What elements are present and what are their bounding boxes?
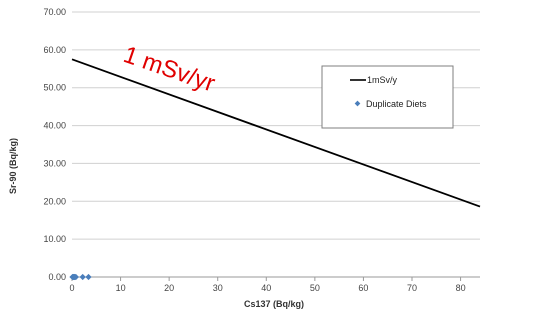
x-tick-label: 60 xyxy=(358,283,368,293)
legend-marker-swatch xyxy=(354,100,361,107)
x-tick-label: 30 xyxy=(213,283,223,293)
x-axis-title: Cs137 (Bq/kg) xyxy=(244,299,304,309)
x-tick-label: 50 xyxy=(310,283,320,293)
data-point xyxy=(85,273,92,281)
x-tick-label: 80 xyxy=(456,283,466,293)
y-tick-label: 30.00 xyxy=(43,158,66,168)
y-axis-title: Sr-90 (Bq/kg) xyxy=(8,138,18,194)
legend-label-points: Duplicate Diets xyxy=(366,99,427,109)
legend-box xyxy=(321,65,454,129)
y-tick-label: 0.00 xyxy=(48,272,66,282)
y-axis-ticks: 0.00 10.00 20.00 30.00 40.00 50.00 60.00 70.00 xyxy=(43,7,66,282)
y-tick-label: 50.00 xyxy=(43,83,66,93)
x-tick-label: 20 xyxy=(164,283,174,293)
y-tick-label: 70.00 xyxy=(43,7,66,17)
x-tick-label: 0 xyxy=(69,283,74,293)
gridlines xyxy=(72,11,480,240)
y-tick-label: 10.00 xyxy=(43,234,66,244)
line-1msv xyxy=(71,58,481,208)
series-1msv-line xyxy=(71,58,481,208)
legend-label-line: 1mSv/y xyxy=(367,75,398,85)
y-tick-label: 20.00 xyxy=(43,196,66,206)
x-axis-ticks: 0 10 20 30 40 50 60 70 80 xyxy=(69,277,466,293)
x-tick-label: 70 xyxy=(407,283,417,293)
y-tick-label: 60.00 xyxy=(43,45,66,55)
y-tick-label: 40.00 xyxy=(43,121,66,131)
x-tick-label: 40 xyxy=(261,283,271,293)
series-duplicate-diets xyxy=(69,273,92,281)
legend: 1mSv/y Duplicate Diets xyxy=(321,65,454,129)
x-tick-label: 10 xyxy=(116,283,126,293)
data-point xyxy=(79,273,86,281)
